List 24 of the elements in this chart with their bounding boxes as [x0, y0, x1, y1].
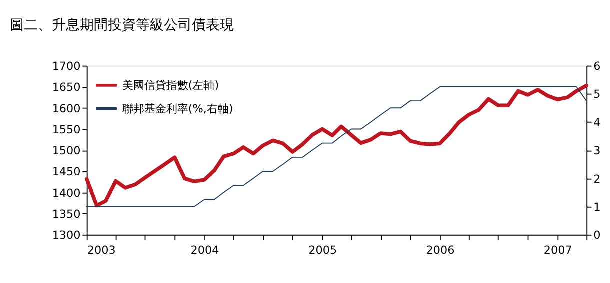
y-tick-label: 1300 — [52, 229, 81, 242]
y-tick-label: 1650 — [52, 81, 81, 94]
x-tick-label: 2003 — [87, 244, 116, 258]
legend-label: 美國信貸指數(左軸) — [122, 79, 220, 92]
x-tick-label: 2007 — [544, 244, 572, 258]
y2-tick-label: 6 — [594, 60, 601, 74]
y2-tick-label: 1 — [594, 200, 601, 214]
y-tick-label: 1400 — [52, 186, 81, 200]
x-tick-label: 2005 — [308, 244, 338, 258]
y2-tick-label: 3 — [594, 144, 601, 158]
y2-tick-label: 2 — [594, 172, 601, 186]
y-tick-label: 1450 — [52, 166, 81, 179]
x-tick-label: 2004 — [190, 244, 220, 258]
y-tick-label: 1550 — [52, 123, 81, 136]
y-tick-label: 1600 — [52, 102, 81, 116]
y-tick-label: 1700 — [52, 60, 81, 74]
y-tick-label: 1350 — [52, 208, 81, 221]
y2-tick-label: 4 — [594, 116, 601, 130]
y2-tick-label: 5 — [594, 88, 601, 102]
legend-label: 聯邦基金利率(%,右軸) — [122, 102, 234, 116]
chart-title: 圖二、升息期間投資等級公司債表現 — [10, 17, 234, 34]
y2-tick-label: 0 — [594, 229, 601, 242]
y-tick-label: 1500 — [52, 144, 81, 158]
x-tick-label: 2006 — [426, 244, 455, 258]
